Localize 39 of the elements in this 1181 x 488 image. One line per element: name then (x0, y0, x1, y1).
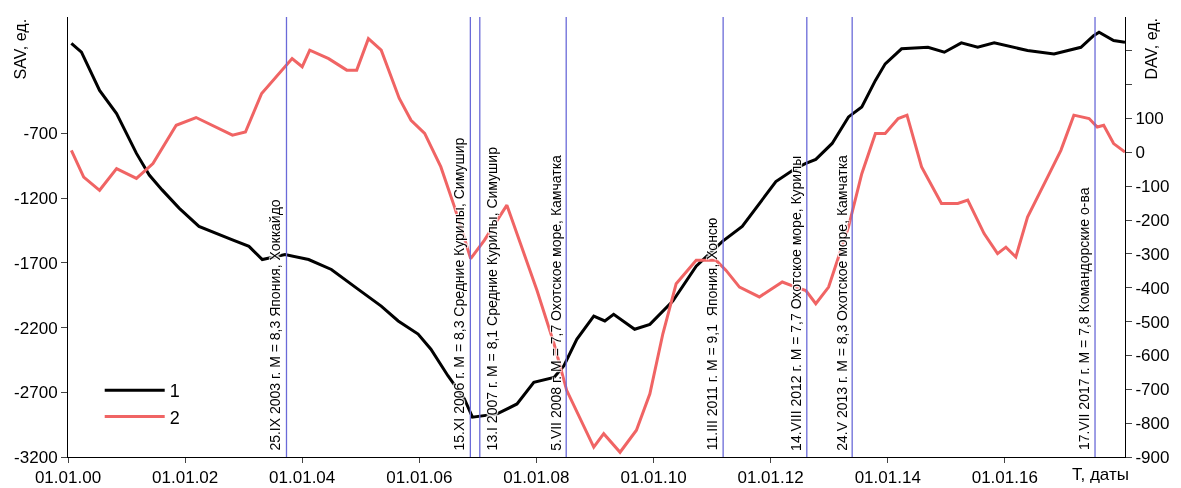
y-tick-label: -1200 (14, 189, 58, 209)
ref-line-label: 5.VII 2008 г. M = 7,7 Охотское море, Камчатка (547, 154, 564, 451)
y2-tick-label: -800 (1135, 414, 1170, 434)
legend-label: 2 (169, 407, 180, 428)
y2-tick-label: -700 (1135, 380, 1170, 400)
ref-line-label: 25.IX 2003 г. M = 8,3 Япония, Хоккайдо (267, 199, 284, 451)
y-tick-label: -2200 (14, 318, 58, 338)
y2-tick-label: -400 (1135, 278, 1170, 298)
legend-label: 1 (169, 381, 180, 402)
ref-line-label: 24.V 2013 г. M = 8,3 Охотское море, Камчатка (833, 154, 850, 451)
ref-line-label: 17.VII 2017 г. M = 7,8 Командорские о-ва (1075, 187, 1092, 451)
x-tick-label: 01.01.08 (503, 468, 570, 488)
x-tick-label: 01.01.16 (971, 468, 1038, 488)
y2-tick-label: -200 (1135, 211, 1170, 231)
x-tick-label: 01.01.06 (386, 468, 453, 488)
x-tick-label: 01.01.00 (34, 468, 102, 488)
y2-tick-label: 100 (1135, 109, 1164, 129)
x-tick-label: 01.01.02 (152, 468, 219, 488)
x-axis-title: T, даты (1072, 465, 1129, 484)
y-tick-label: -3200 (14, 447, 58, 467)
x-tick-label: 01.01.10 (620, 468, 687, 488)
ref-line-label: 14.VIII 2012 г. M = 7,7 Охотское море, Курилы (787, 155, 804, 451)
y2-tick-label: -600 (1135, 346, 1170, 366)
x-tick-label: 01.01.14 (854, 468, 921, 488)
y2-tick-label: -500 (1135, 312, 1170, 332)
y-tick-label: -700 (23, 124, 58, 144)
y2-tick-label: -100 (1135, 177, 1170, 197)
ref-line-label: 15.XI 2006 г. M = 8,3 Средние Курилы, Симушир (451, 137, 468, 451)
y-axis-title: SAV, ед. (11, 18, 29, 80)
ref-line-label: 13.I 2007 г. M = 8,1 Средние Курилы, Симушир (484, 146, 501, 451)
y-tick-label: -2700 (14, 383, 58, 403)
y2-tick-label: -300 (1135, 244, 1170, 264)
x-tick-label: 01.01.04 (269, 468, 336, 488)
y2-tick-label: 0 (1135, 143, 1145, 163)
y-tick-label: -1700 (14, 253, 58, 273)
y2-tick-label: -900 (1135, 447, 1170, 467)
ref-line-label: 11.III 2011 г. M = 9,1 Япония, Хонсю (704, 217, 721, 451)
x-tick-label: 01.01.12 (737, 468, 804, 488)
y2-axis-title: DAV, ед. (1142, 18, 1160, 80)
